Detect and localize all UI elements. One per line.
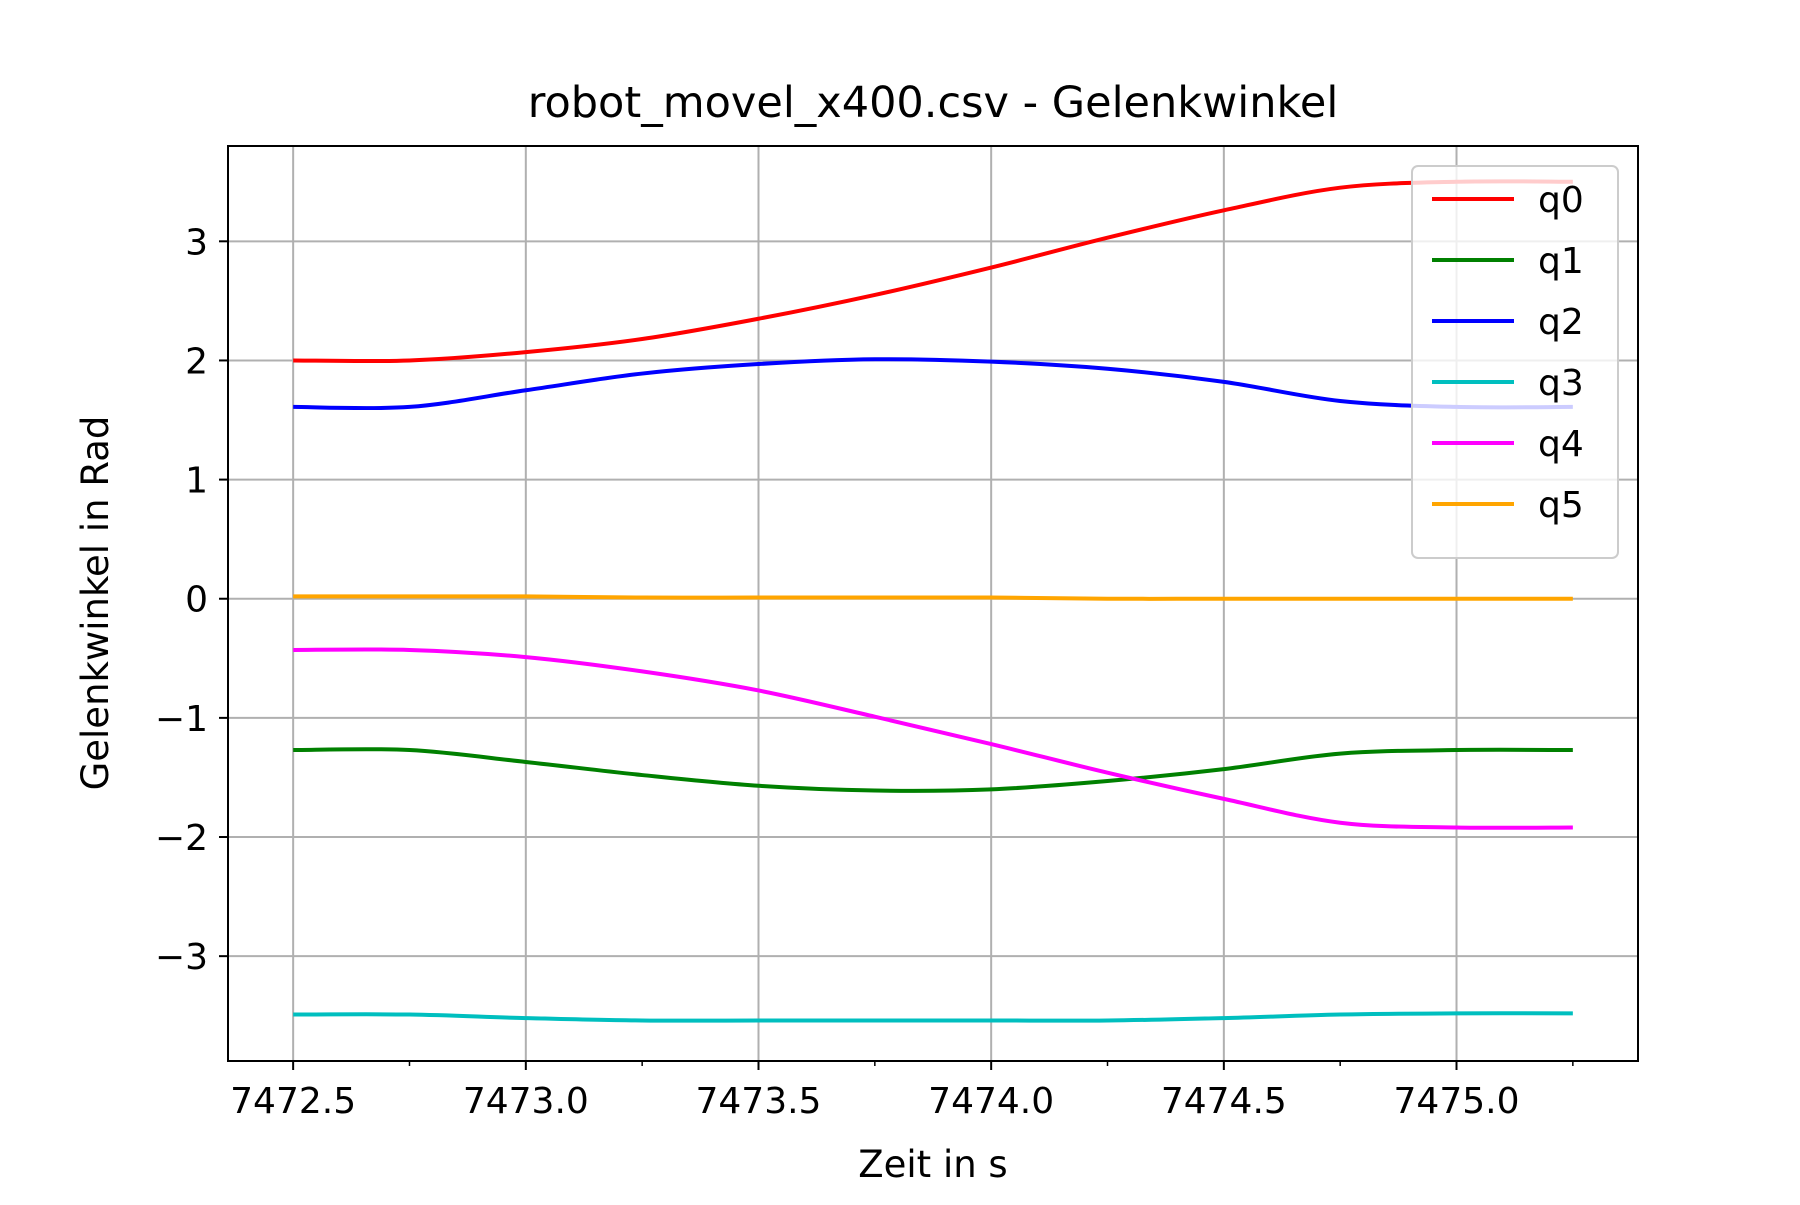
legend-label-q0: q0 bbox=[1538, 180, 1584, 221]
y-tick-label: 2 bbox=[185, 341, 208, 382]
y-tick-label: 3 bbox=[185, 222, 208, 263]
x-tick-label: 7474.0 bbox=[928, 1081, 1054, 1122]
plot-frame bbox=[227, 145, 1639, 1062]
legend-label-q4: q4 bbox=[1538, 424, 1584, 465]
legend-label-q5: q5 bbox=[1538, 485, 1584, 526]
x-tick-label: 7474.5 bbox=[1161, 1081, 1287, 1122]
series-line-q0 bbox=[293, 179, 1573, 364]
y-tick-label: −1 bbox=[155, 699, 208, 740]
y-tick-label: 1 bbox=[185, 461, 208, 502]
x-axis-label: Zeit in s bbox=[858, 1143, 1007, 1186]
x-tick-label: 7475.0 bbox=[1394, 1081, 1520, 1122]
y-tick-label: 0 bbox=[185, 580, 208, 621]
series-line-q4 bbox=[293, 647, 1573, 830]
x-tick-label: 7472.5 bbox=[230, 1081, 356, 1122]
legend-label-q3: q3 bbox=[1538, 363, 1584, 404]
legend-label-q1: q1 bbox=[1538, 241, 1584, 282]
y-axis-label: Gelenkwinkel in Rad bbox=[74, 416, 117, 791]
series-line-q5 bbox=[293, 594, 1573, 601]
y-tick-label: −3 bbox=[155, 937, 208, 978]
legend-frame bbox=[1411, 165, 1619, 559]
series-line-q3 bbox=[293, 1011, 1573, 1023]
series-lines bbox=[293, 179, 1573, 1023]
x-tick-label: 7473.0 bbox=[463, 1081, 589, 1122]
y-tick-label: −2 bbox=[155, 818, 208, 859]
x-tick-label: 7473.5 bbox=[696, 1081, 822, 1122]
series-line-q2 bbox=[293, 357, 1573, 411]
chart-title: robot_movel_x400.csv - Gelenkwinkel bbox=[528, 78, 1339, 128]
axis-ticks: 7472.5 7473.0 7473.5 7474.0 7474.5 7475.0 −3 −2… bbox=[155, 222, 1574, 1122]
legend: q0 q1 q2 q3 q4 q5 bbox=[1411, 165, 1619, 559]
series-line-q1 bbox=[293, 747, 1573, 793]
legend-label-q2: q2 bbox=[1538, 302, 1584, 343]
